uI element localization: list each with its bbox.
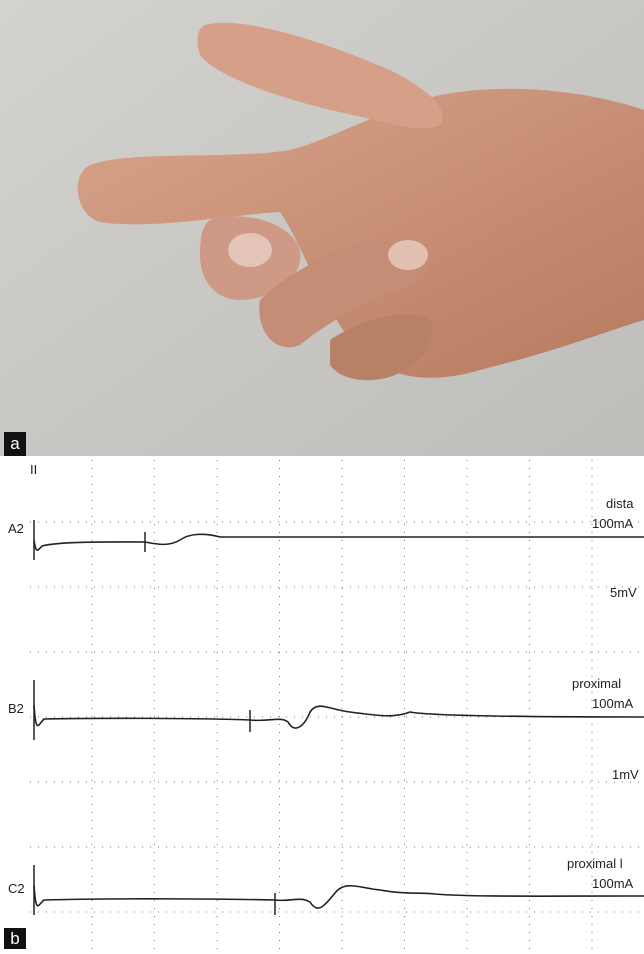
marker-text: II xyxy=(30,462,37,477)
emg-panel: II A2 dista 100mA 5mV B2 proximal 100mA … xyxy=(0,457,644,949)
stimulus-label: 100mA xyxy=(592,876,634,891)
fingernail xyxy=(388,240,428,270)
channel-label: C2 xyxy=(8,881,25,896)
stimulus-label: 100mA xyxy=(592,696,634,711)
trace-annotation: dista xyxy=(606,496,634,511)
channel-label: B2 xyxy=(8,701,24,716)
trace-annotation: proximal xyxy=(572,676,621,691)
channel-label: A2 xyxy=(8,521,24,536)
trace-annotation: proximal l xyxy=(567,856,623,871)
panel-tag: a xyxy=(10,434,20,453)
scale-label: 1mV xyxy=(612,767,639,782)
photo-panel: a xyxy=(0,0,644,456)
panel-tag: b xyxy=(10,929,19,948)
stimulus-label: 100mA xyxy=(592,516,634,531)
fingernail xyxy=(228,233,272,267)
figure: a II A2 dista 100mA 5mV B2 proximal 100m… xyxy=(0,0,644,949)
emg-background xyxy=(0,457,644,949)
scale-label: 5mV xyxy=(610,585,637,600)
